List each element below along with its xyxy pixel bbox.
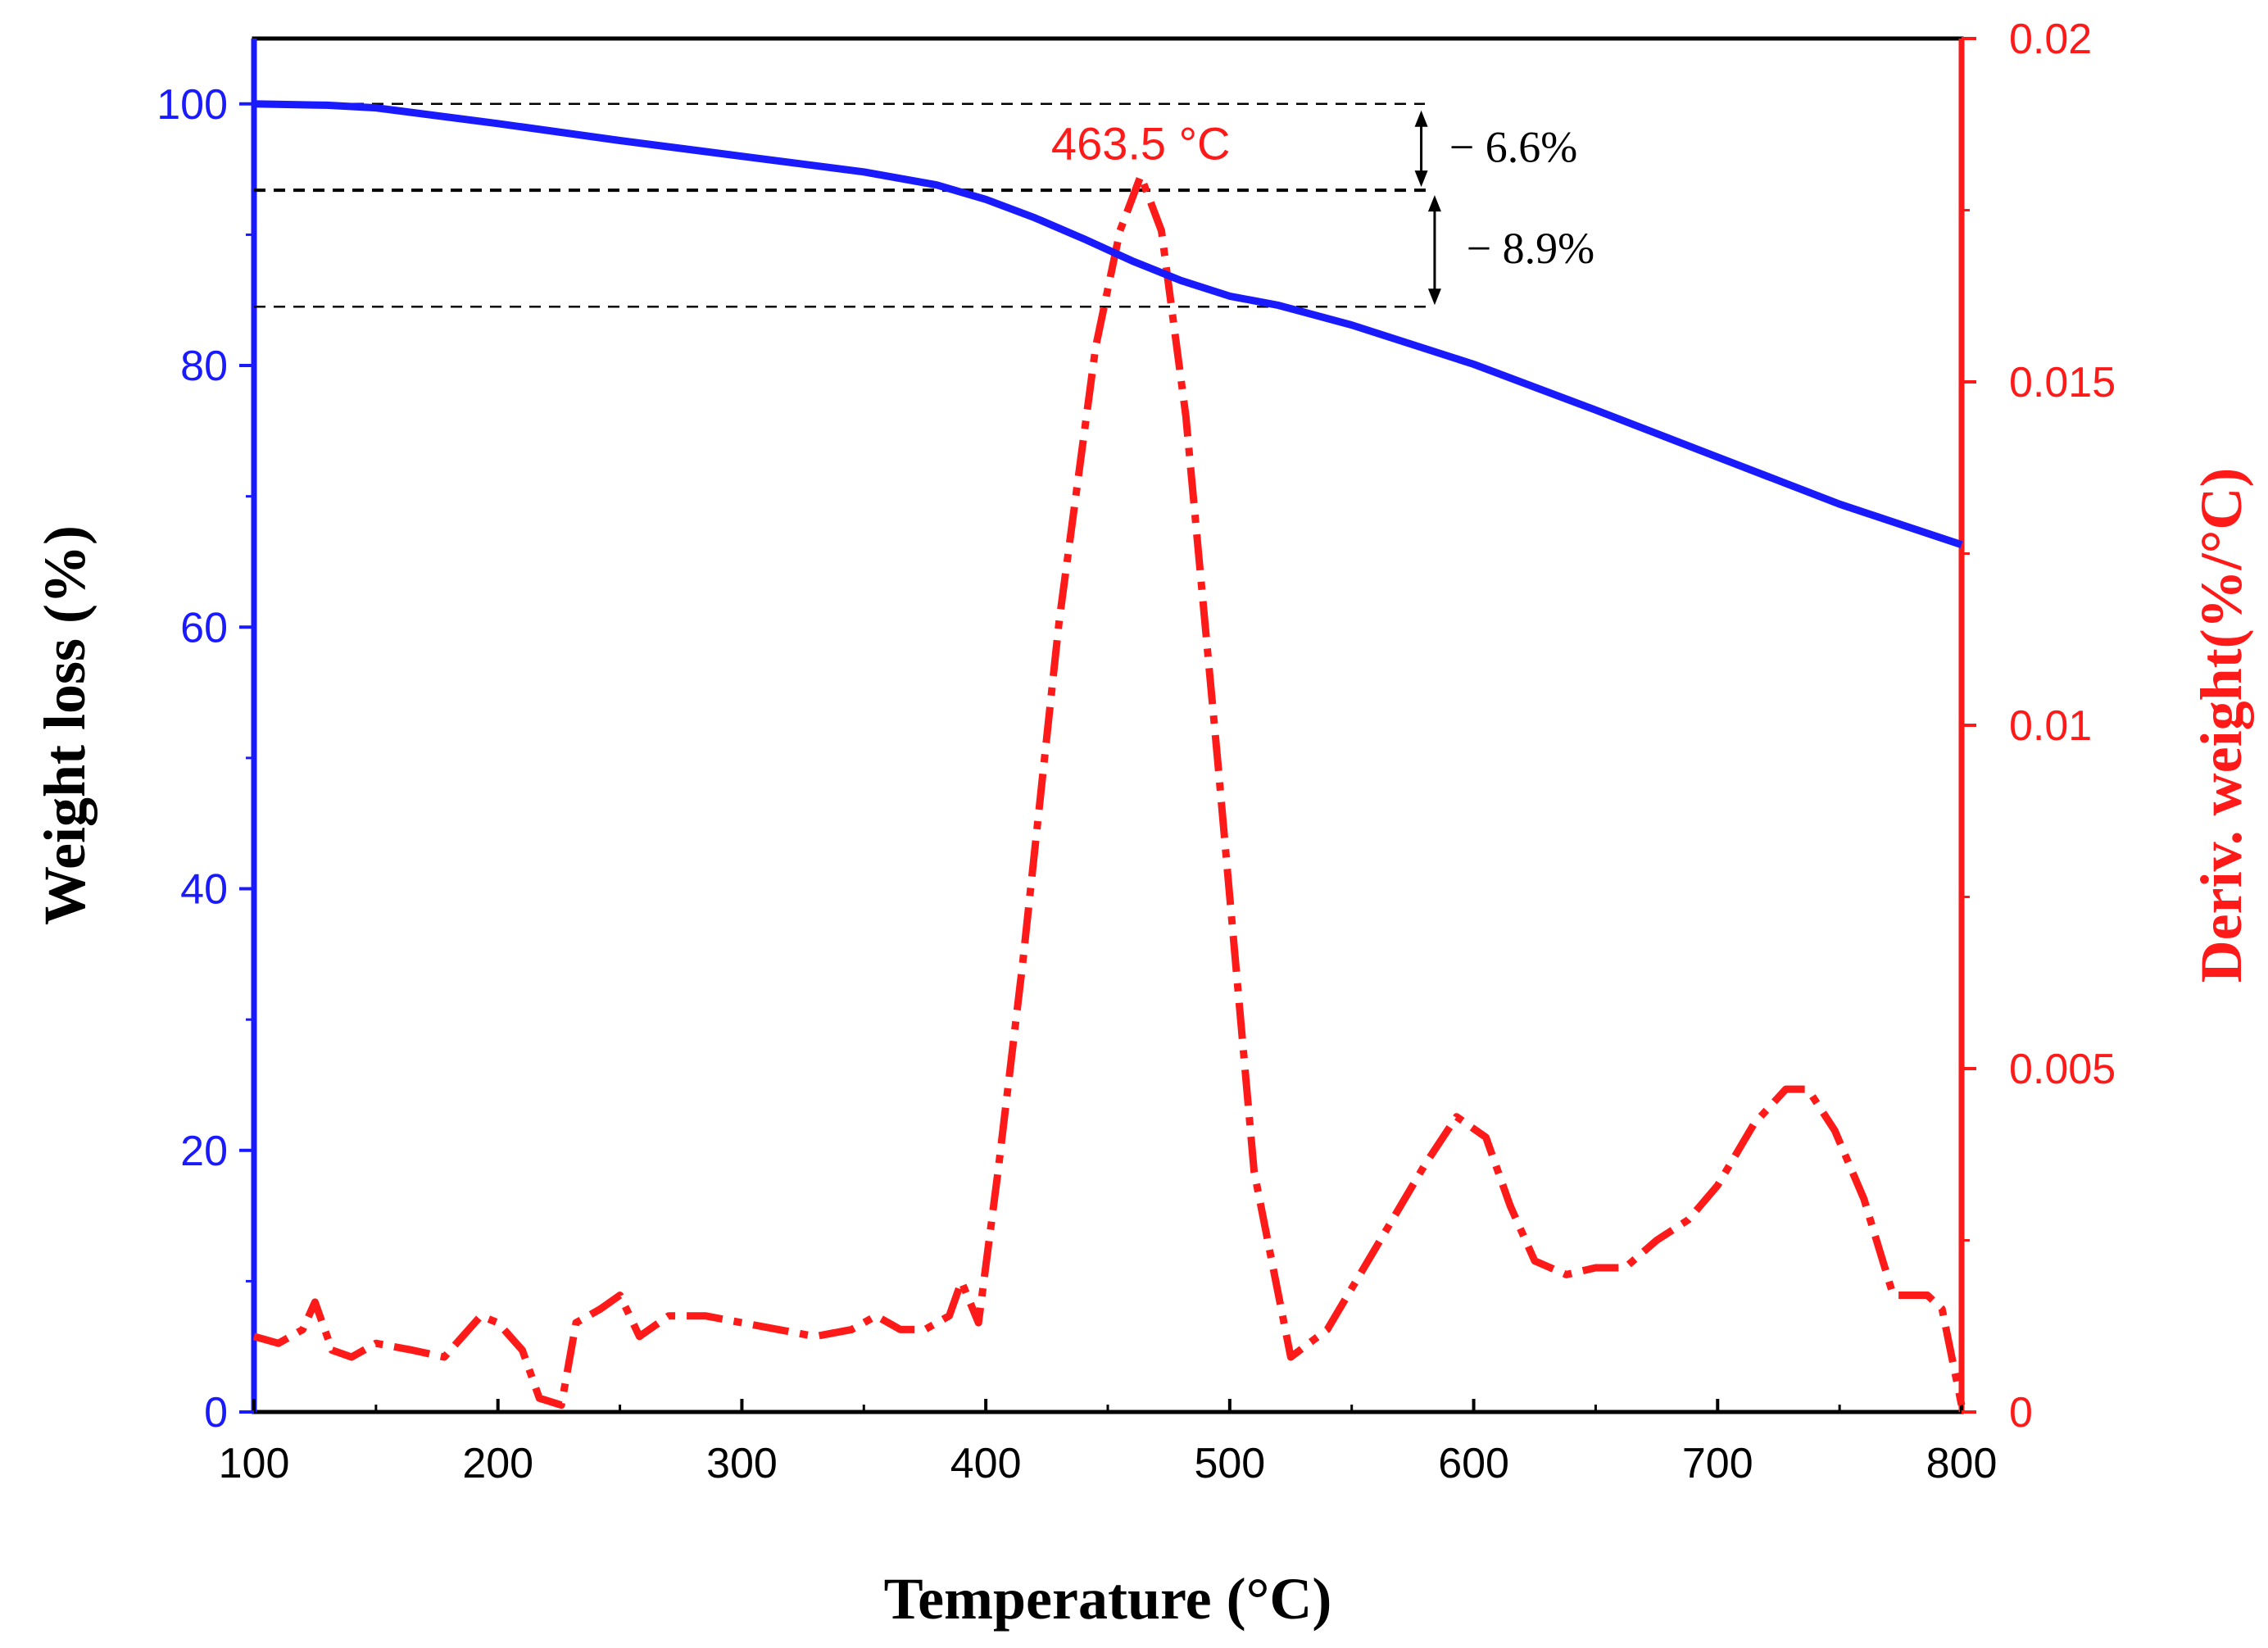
right-tick-label: 0.015 [2009,359,2116,406]
left-tick-label: 20 [180,1128,228,1175]
peak-temperature-label: 463.5 °C [1051,118,1231,170]
x-tick-label: 100 [219,1440,290,1487]
right-tick-label: 0 [2009,1389,2033,1437]
right-tick-label: 0.01 [2009,702,2092,750]
x-axis-ticks: 100 200 300 400 500 600 700 800 [219,1399,1998,1487]
right-axis-title: Deriv. weight(%/°C) [2189,468,2254,983]
x-tick-label: 300 [706,1440,778,1487]
step-annotation-lines [254,102,1441,308]
series-weight-loss-line [253,100,1963,548]
right-tick-label: 0.005 [2009,1046,2116,1093]
step-arrow-head [1414,170,1428,188]
step-arrow-head [1427,288,1441,306]
x-axis-title: Temperature (°C) [884,1566,1332,1632]
plot-frame [252,36,1964,1414]
x-tick-label: 200 [462,1440,533,1487]
left-tick-label: 80 [180,343,228,390]
right-tick-label: 0.02 [2009,16,2092,63]
left-tick-label: 100 [156,81,228,129]
right-axis-ticks: 0 0.005 0.01 0.015 0.02 [1962,16,2116,1437]
x-tick-label: 600 [1438,1440,1509,1487]
left-tick-label: 40 [180,866,228,914]
left-axis-ticks: 0 20 40 60 80 100 [156,81,254,1437]
left-tick-label: 0 [204,1389,228,1437]
left-axis-title: Weight loss (%) [32,525,98,925]
x-tick-label: 500 [1194,1440,1265,1487]
step-arrow-head [1427,195,1441,212]
x-tick-label: 400 [950,1440,1022,1487]
x-tick-label: 800 [1926,1440,1998,1487]
step2-loss-label: − 8.9% [1467,224,1594,273]
step-arrow-head [1414,110,1428,127]
left-tick-label: 60 [180,604,228,651]
step1-loss-label: − 6.6% [1449,122,1577,171]
series-deriv-weight-line [252,172,1966,1410]
x-tick-label: 700 [1682,1440,1753,1487]
